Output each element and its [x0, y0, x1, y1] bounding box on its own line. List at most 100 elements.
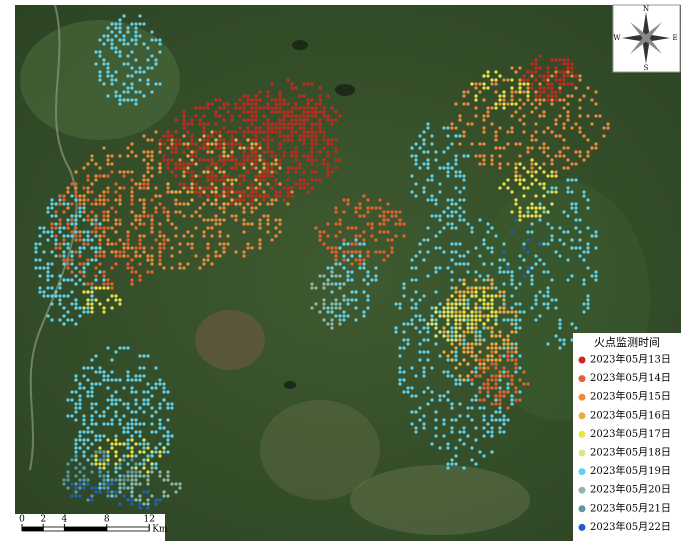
fire-point [154, 450, 158, 454]
fire-point [450, 250, 454, 254]
fire-point [186, 186, 190, 190]
fire-point [254, 198, 258, 202]
fire-point [234, 130, 238, 134]
fire-point [278, 98, 282, 102]
fire-point [102, 190, 106, 194]
fire-point [306, 130, 310, 134]
fire-point [482, 398, 486, 402]
fire-point [138, 222, 142, 226]
fire-point [222, 138, 226, 142]
fire-point [246, 130, 250, 134]
fire-point [90, 390, 94, 394]
fire-point [510, 278, 514, 282]
fire-point [106, 398, 110, 402]
fire-point [142, 178, 146, 182]
fire-point [114, 470, 118, 474]
fire-point [490, 430, 494, 434]
fire-point [502, 298, 506, 302]
fire-point [154, 194, 158, 198]
fire-point [554, 118, 558, 122]
fire-point [234, 166, 238, 170]
fire-point [398, 382, 402, 386]
fire-point [358, 254, 362, 258]
fire-point [222, 162, 226, 166]
fire-point [82, 442, 86, 446]
fire-point [550, 298, 554, 302]
fire-point [222, 146, 226, 150]
fire-point [354, 318, 358, 322]
fire-point [454, 154, 458, 158]
fire-point [222, 194, 226, 198]
fire-point [430, 318, 434, 322]
fire-point [470, 310, 474, 314]
fire-point [214, 162, 218, 166]
fire-point [254, 166, 258, 170]
fire-point [214, 222, 218, 226]
fire-point [218, 234, 222, 238]
fire-point [170, 190, 174, 194]
fire-point [158, 146, 162, 150]
fire-point [494, 362, 498, 366]
fire-point [178, 266, 182, 270]
fire-point [106, 242, 110, 246]
fire-point [490, 306, 494, 310]
fire-point [142, 174, 146, 178]
fire-point [574, 150, 578, 154]
fire-point [134, 102, 138, 106]
fire-point [482, 386, 486, 390]
fire-point [514, 70, 518, 74]
fire-point [306, 98, 310, 102]
fire-point [266, 102, 270, 106]
fire-point [574, 206, 578, 210]
fire-point [62, 194, 66, 198]
fire-point [266, 174, 270, 178]
fire-point [342, 294, 346, 298]
fire-point [118, 102, 122, 106]
fire-point [266, 130, 270, 134]
fire-point [90, 246, 94, 250]
fire-point [130, 198, 134, 202]
fire-point [562, 106, 566, 110]
fire-point [486, 230, 490, 234]
fire-point [514, 390, 518, 394]
fire-point [90, 294, 94, 298]
fire-point [194, 174, 198, 178]
fire-point [334, 262, 338, 266]
fire-point [102, 210, 106, 214]
fire-point [150, 470, 154, 474]
fire-point [314, 286, 318, 290]
fire-point [470, 382, 474, 386]
fire-point [414, 306, 418, 310]
fire-point [110, 38, 114, 42]
fire-point [462, 130, 466, 134]
fire-point [254, 130, 258, 134]
fire-point [254, 110, 258, 114]
fire-point [190, 158, 194, 162]
fire-point [482, 314, 486, 318]
fire-point [446, 214, 450, 218]
fire-point [226, 242, 230, 246]
fire-point [242, 178, 246, 182]
fire-point [82, 274, 86, 278]
fire-point [334, 138, 338, 142]
fire-point [450, 314, 454, 318]
fire-point [378, 206, 382, 210]
fire-point [478, 334, 482, 338]
fire-point [142, 206, 146, 210]
fire-point [566, 278, 570, 282]
fire-point [94, 454, 98, 458]
fire-point [134, 38, 138, 42]
fire-point [438, 230, 442, 234]
fire-point [98, 458, 102, 462]
fire-point [462, 318, 466, 322]
fire-point [158, 450, 162, 454]
fire-point [226, 174, 230, 178]
fire-point [82, 366, 86, 370]
fire-point [422, 142, 426, 146]
fire-point [534, 206, 538, 210]
fire-point [62, 258, 66, 262]
fire-point [206, 106, 210, 110]
fire-point [466, 330, 470, 334]
fire-point [462, 186, 466, 190]
fire-point [518, 398, 522, 402]
